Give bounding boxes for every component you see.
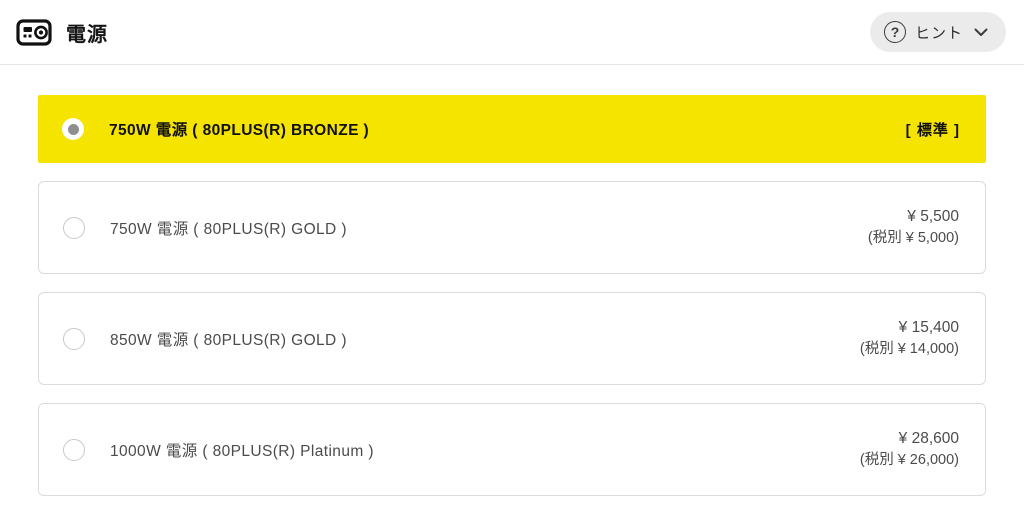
price-value: ¥ 5,500 [907,207,959,225]
option-label: 750W 電源 ( 80PLUS(R) BRONZE ) [109,122,370,139]
option-row-750w-gold[interactable]: 750W 電源 ( 80PLUS(R) GOLD ) ¥ 5,500 (税別 ¥… [38,181,986,274]
price-block: ¥ 5,500 (税別 ¥ 5,000) [868,206,959,249]
price-block: ¥ 15,400 (税別 ¥ 14,000) [860,317,959,360]
page-title: 電源 [66,23,108,46]
price-tax-value: (税別 ¥ 5,000) [867,230,959,247]
radio-unselected-icon[interactable] [63,327,85,350]
price-value: ¥ 28,600 [898,429,959,447]
standard-badge: [ 標準 ] [905,121,960,139]
option-list: 750W 電源 ( 80PLUS(R) BRONZE ) [ 標準 ] 750W… [0,65,1024,496]
radio-selected-icon[interactable] [62,118,84,140]
price-block: ¥ 28,600 (税別 ¥ 26,000) [860,428,959,471]
hint-button[interactable]: ? ヒント [869,12,1006,52]
price-tax-value: (税別 ¥ 14,000) [859,341,959,358]
hint-label: ヒント [914,24,963,42]
question-circle-icon: ? [883,21,906,43]
option-row-1000w-platinum[interactable]: 1000W 電源 ( 80PLUS(R) Platinum ) ¥ 28,600… [38,403,986,496]
header-title-group: 電源 [16,18,108,47]
section-header: 電源 ? ヒント [0,0,1024,65]
price-value: ¥ 15,400 [898,318,959,336]
radio-unselected-icon[interactable] [63,438,85,461]
psu-icon [16,18,52,46]
radio-unselected-icon[interactable] [63,216,85,239]
option-label: 1000W 電源 ( 80PLUS(R) Platinum ) [110,442,374,460]
price-tax-value: (税別 ¥ 26,000) [859,452,959,469]
option-row-850w-gold[interactable]: 850W 電源 ( 80PLUS(R) GOLD ) ¥ 15,400 (税別 … [38,292,986,385]
option-row-750w-bronze[interactable]: 750W 電源 ( 80PLUS(R) BRONZE ) [ 標準 ] [38,95,986,163]
option-label: 850W 電源 ( 80PLUS(R) GOLD ) [110,331,347,349]
chevron-down-icon [974,28,988,36]
option-label: 750W 電源 ( 80PLUS(R) GOLD ) [110,220,347,238]
